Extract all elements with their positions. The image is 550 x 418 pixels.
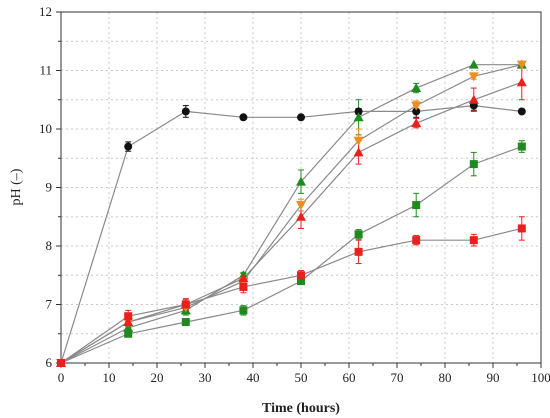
error-bars bbox=[125, 64, 525, 338]
data-point bbox=[516, 77, 527, 87]
data-point bbox=[124, 329, 133, 338]
y-tick-label: 6 bbox=[46, 355, 53, 370]
data-point bbox=[296, 211, 306, 221]
y-tick-label: 12 bbox=[39, 4, 52, 19]
data-point bbox=[124, 312, 133, 321]
data-point bbox=[57, 359, 65, 367]
data-point bbox=[297, 113, 305, 122]
data-point bbox=[354, 247, 363, 256]
data-point bbox=[239, 113, 248, 122]
data-point bbox=[468, 59, 479, 69]
data-point bbox=[517, 224, 526, 233]
data-point bbox=[123, 317, 134, 327]
y-tick-label: 9 bbox=[46, 180, 53, 195]
data-point bbox=[353, 136, 364, 146]
data-point bbox=[181, 300, 190, 309]
y-tick-label: 8 bbox=[46, 238, 53, 253]
series-line bbox=[60, 227, 522, 364]
data-point bbox=[123, 322, 134, 332]
data-point bbox=[353, 147, 364, 157]
data-point bbox=[124, 142, 133, 151]
data-point bbox=[296, 201, 306, 211]
data-point bbox=[297, 277, 305, 286]
data-point bbox=[411, 101, 422, 111]
x-axis-title: Time (hours) bbox=[262, 401, 340, 416]
x-tick-label: 50 bbox=[295, 370, 308, 385]
data-point bbox=[239, 282, 248, 291]
x-tick-label: 100 bbox=[531, 370, 550, 385]
data-point bbox=[181, 318, 190, 327]
x-tick-label: 80 bbox=[439, 370, 452, 385]
data-point bbox=[239, 306, 248, 315]
data-point bbox=[517, 107, 526, 116]
y-tick-label: 10 bbox=[39, 121, 52, 136]
y-axis-title: pH (–) bbox=[9, 168, 24, 205]
x-tick-label: 40 bbox=[247, 370, 260, 385]
y-tick-label: 7 bbox=[46, 297, 53, 312]
data-point bbox=[411, 118, 422, 128]
data-point bbox=[353, 112, 364, 122]
data-point bbox=[181, 107, 190, 116]
data-point bbox=[412, 107, 421, 116]
x-tick-label: 60 bbox=[343, 370, 356, 385]
data-point bbox=[238, 273, 249, 283]
x-tick-label: 90 bbox=[487, 370, 500, 385]
x-tick-label: 70 bbox=[391, 370, 404, 385]
x-tick-label: 0 bbox=[58, 370, 65, 385]
data-point bbox=[468, 94, 479, 104]
x-tick-label: 30 bbox=[199, 370, 212, 385]
data-point bbox=[468, 72, 479, 82]
series-markers bbox=[56, 59, 527, 368]
data-point bbox=[412, 236, 421, 245]
x-tick-label: 10 bbox=[103, 370, 116, 385]
x-tick-label: 20 bbox=[151, 370, 164, 385]
data-point bbox=[469, 236, 478, 245]
data-point bbox=[297, 271, 305, 280]
data-point bbox=[411, 83, 422, 93]
data-point bbox=[354, 230, 363, 239]
axes bbox=[56, 11, 542, 368]
data-point bbox=[469, 160, 478, 169]
data-point bbox=[412, 201, 421, 210]
data-point bbox=[296, 176, 306, 186]
data-point bbox=[516, 60, 527, 70]
tick-labels: 0 10 20 30 40 50 60 70 80 90 100 6 7 8 9 10 11 12 bbox=[39, 4, 550, 385]
data-point bbox=[354, 107, 363, 116]
data-point bbox=[517, 142, 526, 151]
y-tick-label: 11 bbox=[39, 63, 52, 78]
